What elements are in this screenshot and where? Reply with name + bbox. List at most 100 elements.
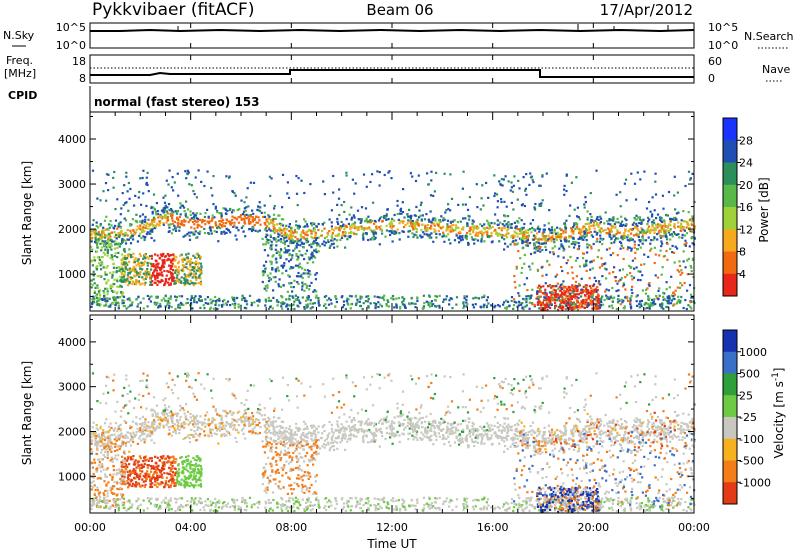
data-point xyxy=(310,230,312,232)
data-point xyxy=(590,295,592,297)
data-point xyxy=(200,226,202,228)
data-point xyxy=(657,298,659,300)
data-point xyxy=(631,229,633,231)
data-point xyxy=(296,281,298,283)
data-point xyxy=(465,237,467,239)
data-point xyxy=(171,306,173,308)
data-point xyxy=(513,275,515,277)
data-point xyxy=(498,227,500,229)
data-point xyxy=(593,243,595,245)
data-point xyxy=(269,176,271,178)
data-point xyxy=(596,218,598,220)
data-point xyxy=(385,219,387,221)
data-point xyxy=(333,243,335,245)
data-point xyxy=(503,178,505,180)
data-point xyxy=(103,266,105,268)
data-point xyxy=(343,413,345,415)
data-point xyxy=(190,226,192,228)
data-point xyxy=(638,244,640,246)
data-point xyxy=(195,276,197,278)
data-point xyxy=(286,233,288,235)
data-point xyxy=(661,235,663,237)
data-point xyxy=(675,290,677,292)
data-point xyxy=(579,230,581,232)
data-point xyxy=(112,258,114,260)
data-point xyxy=(243,218,245,220)
data-point xyxy=(650,239,652,241)
data-point xyxy=(289,298,291,300)
data-point xyxy=(431,300,433,302)
data-point xyxy=(477,227,479,229)
data-point xyxy=(558,297,560,299)
data-point xyxy=(272,307,274,309)
data-point xyxy=(434,220,436,222)
data-point xyxy=(106,297,108,299)
data-point xyxy=(140,237,142,239)
data-point xyxy=(248,218,250,220)
data-point xyxy=(481,236,483,238)
data-point xyxy=(607,223,609,225)
data-point xyxy=(125,242,127,244)
data-point xyxy=(530,253,532,255)
data-point xyxy=(564,239,566,241)
data-point xyxy=(664,299,666,301)
data-point xyxy=(178,279,180,281)
data-point xyxy=(569,204,571,206)
data-point xyxy=(262,238,264,240)
data-point xyxy=(291,257,293,259)
data-point xyxy=(631,248,633,250)
data-point xyxy=(318,304,320,306)
data-point xyxy=(144,216,146,218)
data-point xyxy=(650,302,652,304)
data-point xyxy=(204,426,206,428)
data-point xyxy=(677,226,679,228)
data-point xyxy=(189,239,191,241)
data-point xyxy=(151,439,153,441)
data-point xyxy=(645,239,647,241)
data-point xyxy=(632,260,634,262)
data-point xyxy=(102,298,104,300)
data-point xyxy=(130,256,132,258)
data-point xyxy=(303,246,305,248)
data-point xyxy=(177,173,179,175)
data-point xyxy=(111,232,113,234)
data-point xyxy=(497,219,499,221)
data-point xyxy=(596,232,598,234)
data-point xyxy=(379,446,381,448)
data-point xyxy=(343,304,345,306)
data-point xyxy=(467,209,469,211)
data-point xyxy=(668,191,670,193)
data-point xyxy=(641,220,643,222)
data-point xyxy=(194,193,196,195)
data-point xyxy=(283,229,285,231)
data-point xyxy=(423,302,425,304)
data-point xyxy=(116,237,118,239)
data-point xyxy=(455,227,457,229)
data-point xyxy=(144,237,146,239)
data-point xyxy=(574,209,576,211)
data-point xyxy=(147,172,149,174)
data-point xyxy=(585,262,587,264)
data-point xyxy=(96,244,98,246)
data-point xyxy=(639,271,641,273)
data-point xyxy=(579,303,581,305)
data-point xyxy=(633,268,635,270)
data-point xyxy=(643,254,645,256)
data-point xyxy=(285,298,287,300)
frequency-panel: Freq. [MHz] 18 8 60 0 Nave xyxy=(4,54,790,85)
data-point xyxy=(193,218,195,220)
data-point xyxy=(410,172,412,174)
data-point xyxy=(286,228,288,230)
data-point xyxy=(446,295,448,297)
data-point xyxy=(371,237,373,239)
data-point xyxy=(139,228,141,230)
data-point xyxy=(586,270,588,272)
data-point xyxy=(668,302,670,304)
data-point xyxy=(113,187,115,189)
data-point xyxy=(679,287,681,289)
data-point xyxy=(283,284,285,286)
data-point xyxy=(572,233,574,235)
data-point xyxy=(525,173,527,175)
data-point xyxy=(684,240,686,242)
